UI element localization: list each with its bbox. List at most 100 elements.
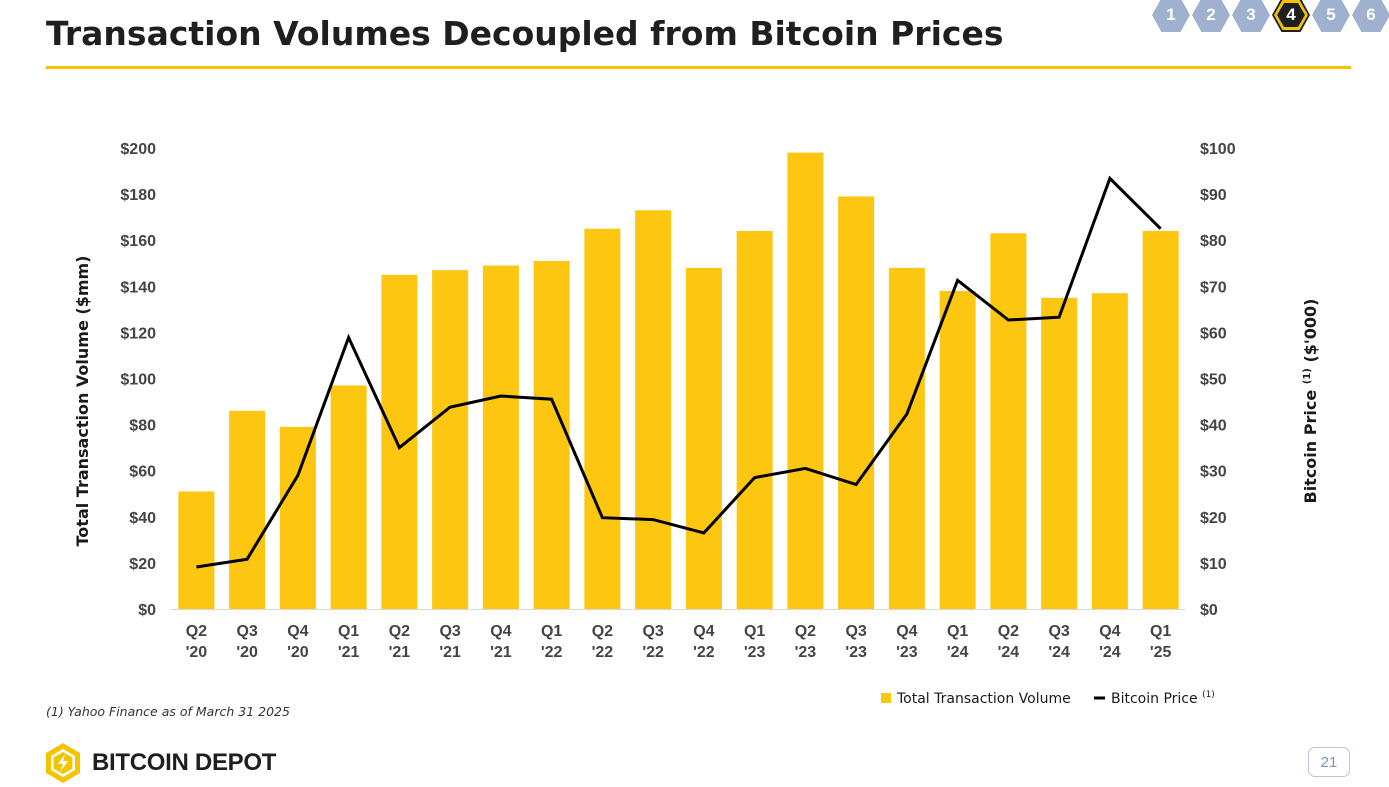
left-tick-label: $160	[120, 233, 156, 250]
left-tick-label: $0	[138, 602, 156, 619]
legend-line-label: Bitcoin Price (1)	[1111, 690, 1215, 707]
x-tick-year: '23	[845, 644, 867, 661]
bar-7	[533, 260, 570, 609]
x-tick-year: '24	[1048, 644, 1070, 661]
right-tick-label: $20	[1200, 510, 1227, 527]
bar-12	[787, 152, 824, 610]
legend-bar-swatch	[881, 693, 891, 703]
right-tick-label: $60	[1200, 325, 1227, 342]
page-title: Transaction Volumes Decoupled from Bitco…	[46, 14, 1004, 53]
x-tick-year: '22	[642, 644, 664, 661]
bar-series	[178, 152, 1179, 610]
left-axis-label: Total Transaction Volume ($mm)	[73, 256, 92, 547]
x-tick-label: Q3'21	[439, 623, 461, 661]
x-tick-year: '25	[1150, 644, 1172, 661]
x-tick-label: Q2'22	[592, 623, 614, 661]
bar-16	[990, 233, 1027, 609]
x-tick-year: '22	[693, 644, 715, 661]
left-tick-label: $20	[129, 556, 156, 573]
legend-bar-label: Total Transaction Volume	[896, 691, 1071, 707]
x-tick-year: '21	[338, 644, 360, 661]
x-tick-quarter: Q3	[642, 623, 663, 640]
x-tick-quarter: Q4	[896, 623, 917, 640]
legend-line-superscript: (1)	[1202, 690, 1215, 700]
x-tick-quarter: Q1	[947, 623, 968, 640]
bitcoin-price-line	[196, 175, 1162, 569]
title-underline	[46, 66, 1351, 69]
x-tick-label: Q3'24	[1048, 623, 1070, 661]
nav-hex-label: 3	[1246, 5, 1256, 24]
bar-10	[685, 267, 722, 609]
x-tick-label: Q3'22	[642, 623, 664, 661]
legend-line-name: Bitcoin Price	[1111, 691, 1202, 707]
left-tick-label: $140	[120, 279, 156, 296]
x-tick-quarter: Q3	[236, 623, 257, 640]
x-tick-label: Q2'20	[186, 623, 208, 661]
x-tick-year: '20	[287, 644, 309, 661]
nav-hex-label: 4	[1286, 5, 1296, 24]
x-tick-quarter: Q3	[1048, 623, 1069, 640]
x-axis-ticks: Q2'20Q3'20Q4'20Q1'21Q2'21Q3'21Q4'21Q1'22…	[186, 623, 1172, 661]
x-tick-label: Q2'24	[998, 623, 1020, 661]
x-tick-label: Q2'23	[795, 623, 817, 661]
x-tick-label: Q4'23	[896, 623, 918, 661]
right-tick-label: $80	[1200, 233, 1227, 250]
x-tick-quarter: Q2	[389, 623, 410, 640]
bar-19	[1142, 230, 1179, 610]
bitcoin-depot-logo-icon	[46, 743, 80, 783]
bar-13	[838, 196, 875, 609]
right-tick-label: $10	[1200, 556, 1227, 573]
x-tick-quarter: Q4	[693, 623, 714, 640]
x-tick-year: '24	[1099, 644, 1121, 661]
logo-text: BITCOIN DEPOT	[92, 749, 277, 776]
x-tick-year: '21	[439, 644, 461, 661]
line-series	[196, 175, 1162, 569]
bar-4	[381, 274, 418, 609]
nav-hex-label: 1	[1166, 5, 1176, 24]
bar-14	[888, 267, 925, 609]
chart-legend: Total Transaction Volume Bitcoin Price (1…	[881, 690, 1215, 707]
nav-hex-4[interactable]: 4	[1272, 0, 1310, 32]
nav-hex-label: 6	[1366, 5, 1376, 24]
right-label-superscript: (1)	[1302, 368, 1313, 384]
x-tick-quarter: Q4	[490, 623, 511, 640]
x-tick-quarter: Q1	[541, 623, 562, 640]
x-tick-label: Q4'24	[1099, 623, 1121, 661]
bar-5	[432, 270, 469, 609]
right-tick-label: $40	[1200, 418, 1227, 435]
left-tick-label: $40	[129, 510, 156, 527]
x-tick-quarter: Q1	[1150, 623, 1171, 640]
bar-1	[229, 410, 266, 609]
x-tick-year: '23	[744, 644, 766, 661]
x-tick-quarter: Q2	[998, 623, 1019, 640]
x-tick-label: Q1'21	[338, 623, 360, 661]
left-tick-label: $60	[129, 464, 156, 481]
left-tick-label: $120	[120, 325, 156, 342]
right-tick-label: $70	[1200, 279, 1227, 296]
bar-6	[482, 265, 519, 609]
left-tick-label: $100	[120, 372, 156, 389]
x-tick-label: Q4'21	[490, 623, 512, 661]
x-tick-label: Q3'23	[845, 623, 867, 661]
x-tick-year: '23	[896, 644, 918, 661]
x-tick-label: Q4'22	[693, 623, 715, 661]
bar-2	[279, 426, 316, 609]
bar-0	[178, 491, 215, 609]
x-tick-quarter: Q2	[795, 623, 816, 640]
x-tick-year: '20	[186, 644, 208, 661]
bar-11	[736, 230, 773, 610]
x-tick-label: Q1'24	[947, 623, 969, 661]
x-tick-year: '23	[795, 644, 817, 661]
x-tick-year: '21	[490, 644, 512, 661]
bar-18	[1091, 293, 1128, 609]
x-tick-label: Q2'21	[389, 623, 411, 661]
x-tick-quarter: Q3	[439, 623, 460, 640]
right-label-main: Bitcoin Price	[1301, 384, 1320, 503]
x-tick-year: '22	[541, 644, 563, 661]
x-tick-year: '24	[998, 644, 1020, 661]
page-number: 21	[1308, 747, 1350, 777]
x-tick-quarter: Q2	[186, 623, 207, 640]
right-axis-ticks: $0 $10 $20 $30 $40 $50 $60 $70 $80 $90 $100	[1200, 141, 1236, 619]
right-tick-label: $50	[1200, 372, 1227, 389]
x-tick-label: Q1'25	[1150, 623, 1172, 661]
